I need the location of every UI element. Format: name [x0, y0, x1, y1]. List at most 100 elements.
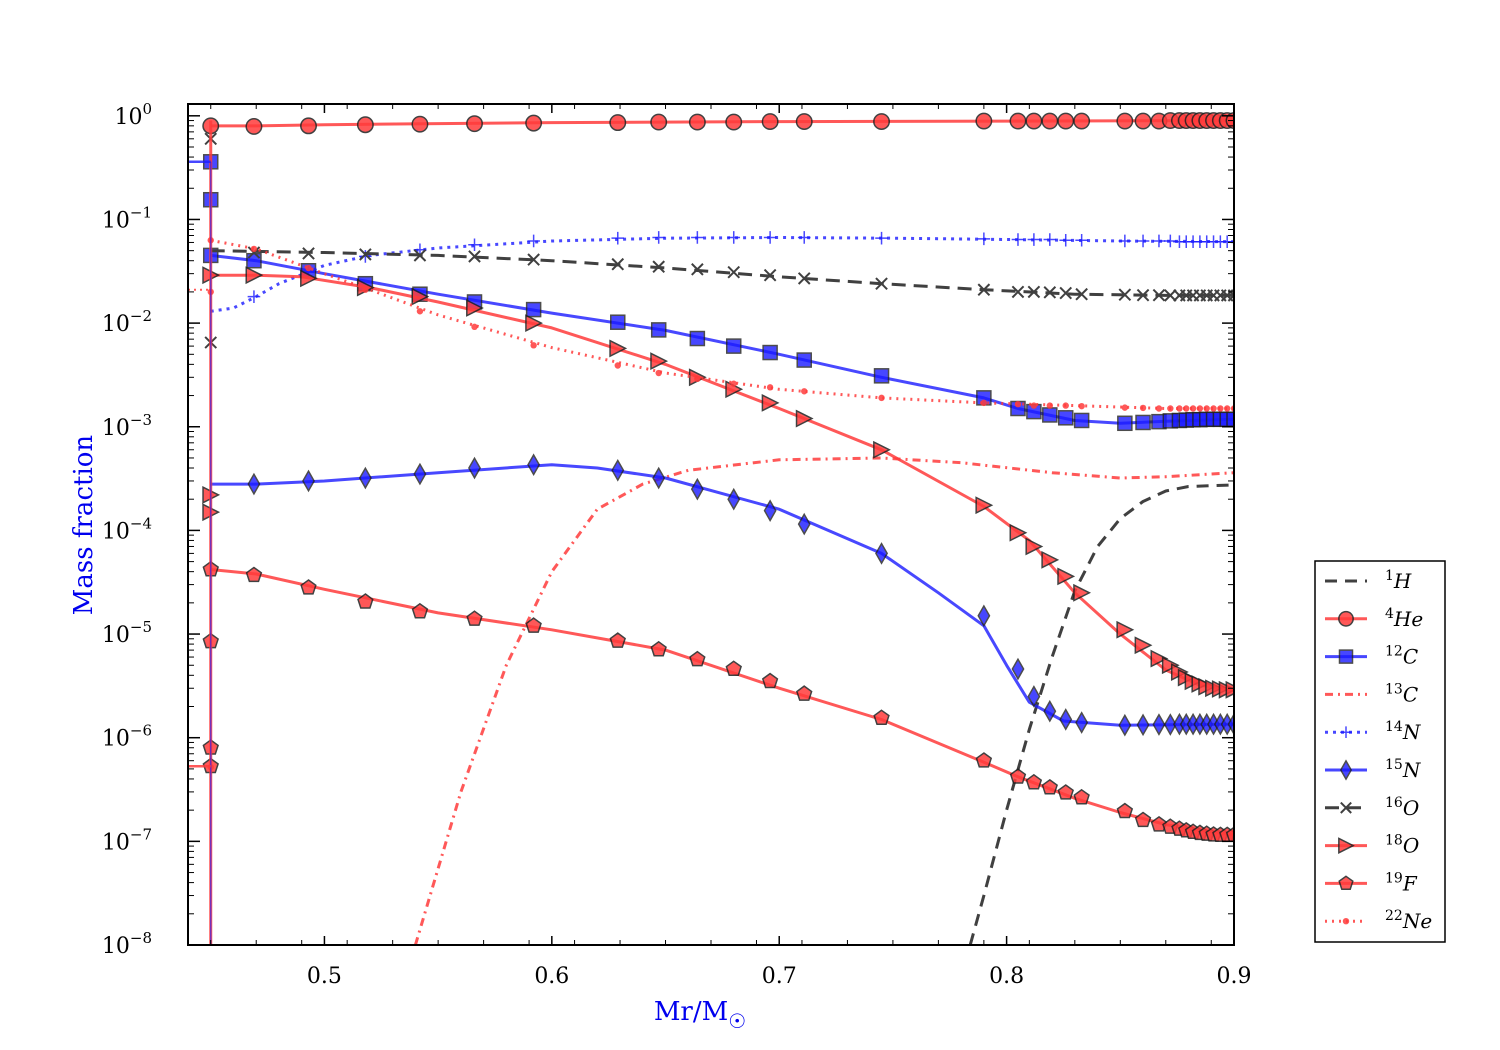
data-point-f19 [689, 650, 706, 667]
legend-label-c12: 12C [1385, 644, 1418, 669]
data-point-f19 [725, 660, 742, 676]
data-point-ne22 [250, 245, 258, 253]
data-point-n15 [727, 487, 741, 511]
legend-marker-he4 [1338, 610, 1354, 627]
data-point-n14 [1075, 233, 1088, 247]
data-point-c12 [610, 314, 626, 330]
data-point-o18 [1025, 537, 1044, 556]
data-point-n14 [1011, 233, 1025, 246]
data-point-o18 [300, 269, 318, 288]
y-tick-exponent: −1 [130, 203, 152, 221]
data-point-he4 [245, 117, 263, 135]
series-line-c12 [210, 253, 1234, 425]
data-point-ne22 [1176, 405, 1183, 412]
data-point-he4 [975, 112, 993, 130]
data-point-ne22 [1046, 402, 1054, 409]
data-point-ne22 [980, 399, 988, 407]
data-point-he4 [525, 114, 543, 132]
data-point-f19 [466, 610, 483, 626]
legend-element-symbol: F [1402, 871, 1418, 895]
data-point-ne22 [1217, 405, 1224, 412]
data-point-n14 [611, 231, 625, 245]
legend-mass-number: 16 [1385, 795, 1403, 811]
legend-label-c13: 13C [1385, 681, 1418, 706]
data-point-he4 [1041, 112, 1059, 130]
data-point-he4 [1134, 112, 1152, 130]
data-point-o16 [1059, 286, 1073, 300]
edge-line-layer [188, 120, 213, 945]
data-point-n14 [247, 290, 261, 303]
data-point-c12 [796, 352, 812, 368]
x-axis-label-sub: ☉ [728, 1009, 746, 1033]
data-point-o16 [527, 253, 540, 266]
series-f19 [202, 560, 1234, 843]
legend-label-n15: 15N [1385, 757, 1422, 782]
data-point-c12 [1135, 414, 1151, 431]
data-point-ne22 [1223, 405, 1231, 412]
y-tick-label: 100 [114, 100, 152, 130]
data-point-o18 [609, 339, 628, 358]
data-point-f19 [300, 579, 317, 595]
legend-element-symbol: C [1403, 645, 1418, 669]
data-point-n15 [1227, 712, 1234, 736]
legend-entry-he4: 4He [1325, 606, 1423, 631]
data-point-n14 [977, 232, 991, 246]
legend-mass-number: 13 [1385, 681, 1403, 697]
x-tick-label: 0.6 [534, 964, 569, 989]
x-tick-label: 0.5 [307, 964, 342, 989]
data-point-o16 [652, 260, 666, 274]
data-point-f19 [1009, 768, 1027, 784]
data-point-f19 [609, 632, 626, 648]
data-point-o18 [411, 287, 430, 306]
y-tick-exponent: −7 [130, 825, 152, 843]
data-point-he4 [300, 117, 317, 135]
data-point-o18 [1150, 649, 1169, 668]
data-point-n15 [1163, 713, 1177, 736]
legend-mass-number: 15 [1385, 757, 1403, 773]
y-tick-label: 10−4 [102, 514, 152, 544]
data-point-o18 [525, 314, 544, 333]
data-point-n15 [690, 477, 704, 501]
data-point-o18 [795, 409, 814, 428]
data-point-o16 [1152, 288, 1166, 302]
legend-element-symbol: O [1403, 796, 1419, 820]
y-tick-exponent: −6 [130, 722, 152, 740]
data-point-n14 [875, 231, 888, 245]
legend-mass-number: 4 [1385, 606, 1394, 622]
x-axis-label: Mr/M☉ [654, 997, 746, 1033]
data-point-o18 [466, 299, 484, 317]
legend-entry-h1: 1H [1325, 568, 1412, 593]
plot-background [188, 104, 1234, 945]
x-axis-label-main: Mr/M [654, 997, 728, 1027]
data-point-n15 [763, 499, 777, 522]
data-point-o18 [1116, 620, 1135, 639]
y-tick-exponent: −5 [130, 618, 152, 636]
data-point-o16 [691, 263, 704, 276]
data-point-o16 [875, 277, 888, 291]
data-point-he4 [1025, 112, 1043, 130]
data-point-o16 [763, 268, 777, 282]
legend-element-symbol: N [1402, 720, 1422, 744]
data-point-n15 [527, 453, 541, 477]
y-tick-exponent: −8 [130, 929, 152, 947]
data-point-n15 [875, 542, 889, 565]
data-point-o16 [413, 249, 427, 262]
data-point-n15 [1075, 711, 1089, 734]
legend-label-f19: 19F [1385, 870, 1418, 895]
data-point-n15 [652, 466, 666, 490]
data-point-ne22 [1167, 405, 1174, 412]
data-point-f19 [1134, 811, 1152, 828]
data-point-f19 [975, 752, 993, 768]
data-point-f19 [1150, 815, 1168, 832]
data-point-f19 [873, 709, 890, 725]
legend-marker-o18 [1338, 837, 1355, 854]
data-point-he4 [650, 113, 668, 131]
data-point-ne22 [362, 286, 369, 293]
data-point-o16 [247, 246, 261, 259]
y-tick-label: 10−2 [102, 307, 152, 337]
data-point-n14 [1027, 233, 1041, 246]
data-point-n15 [797, 512, 811, 536]
legend-marker-c12 [1338, 649, 1354, 664]
data-point-he4 [1009, 112, 1027, 130]
data-point-c12 [725, 338, 742, 354]
